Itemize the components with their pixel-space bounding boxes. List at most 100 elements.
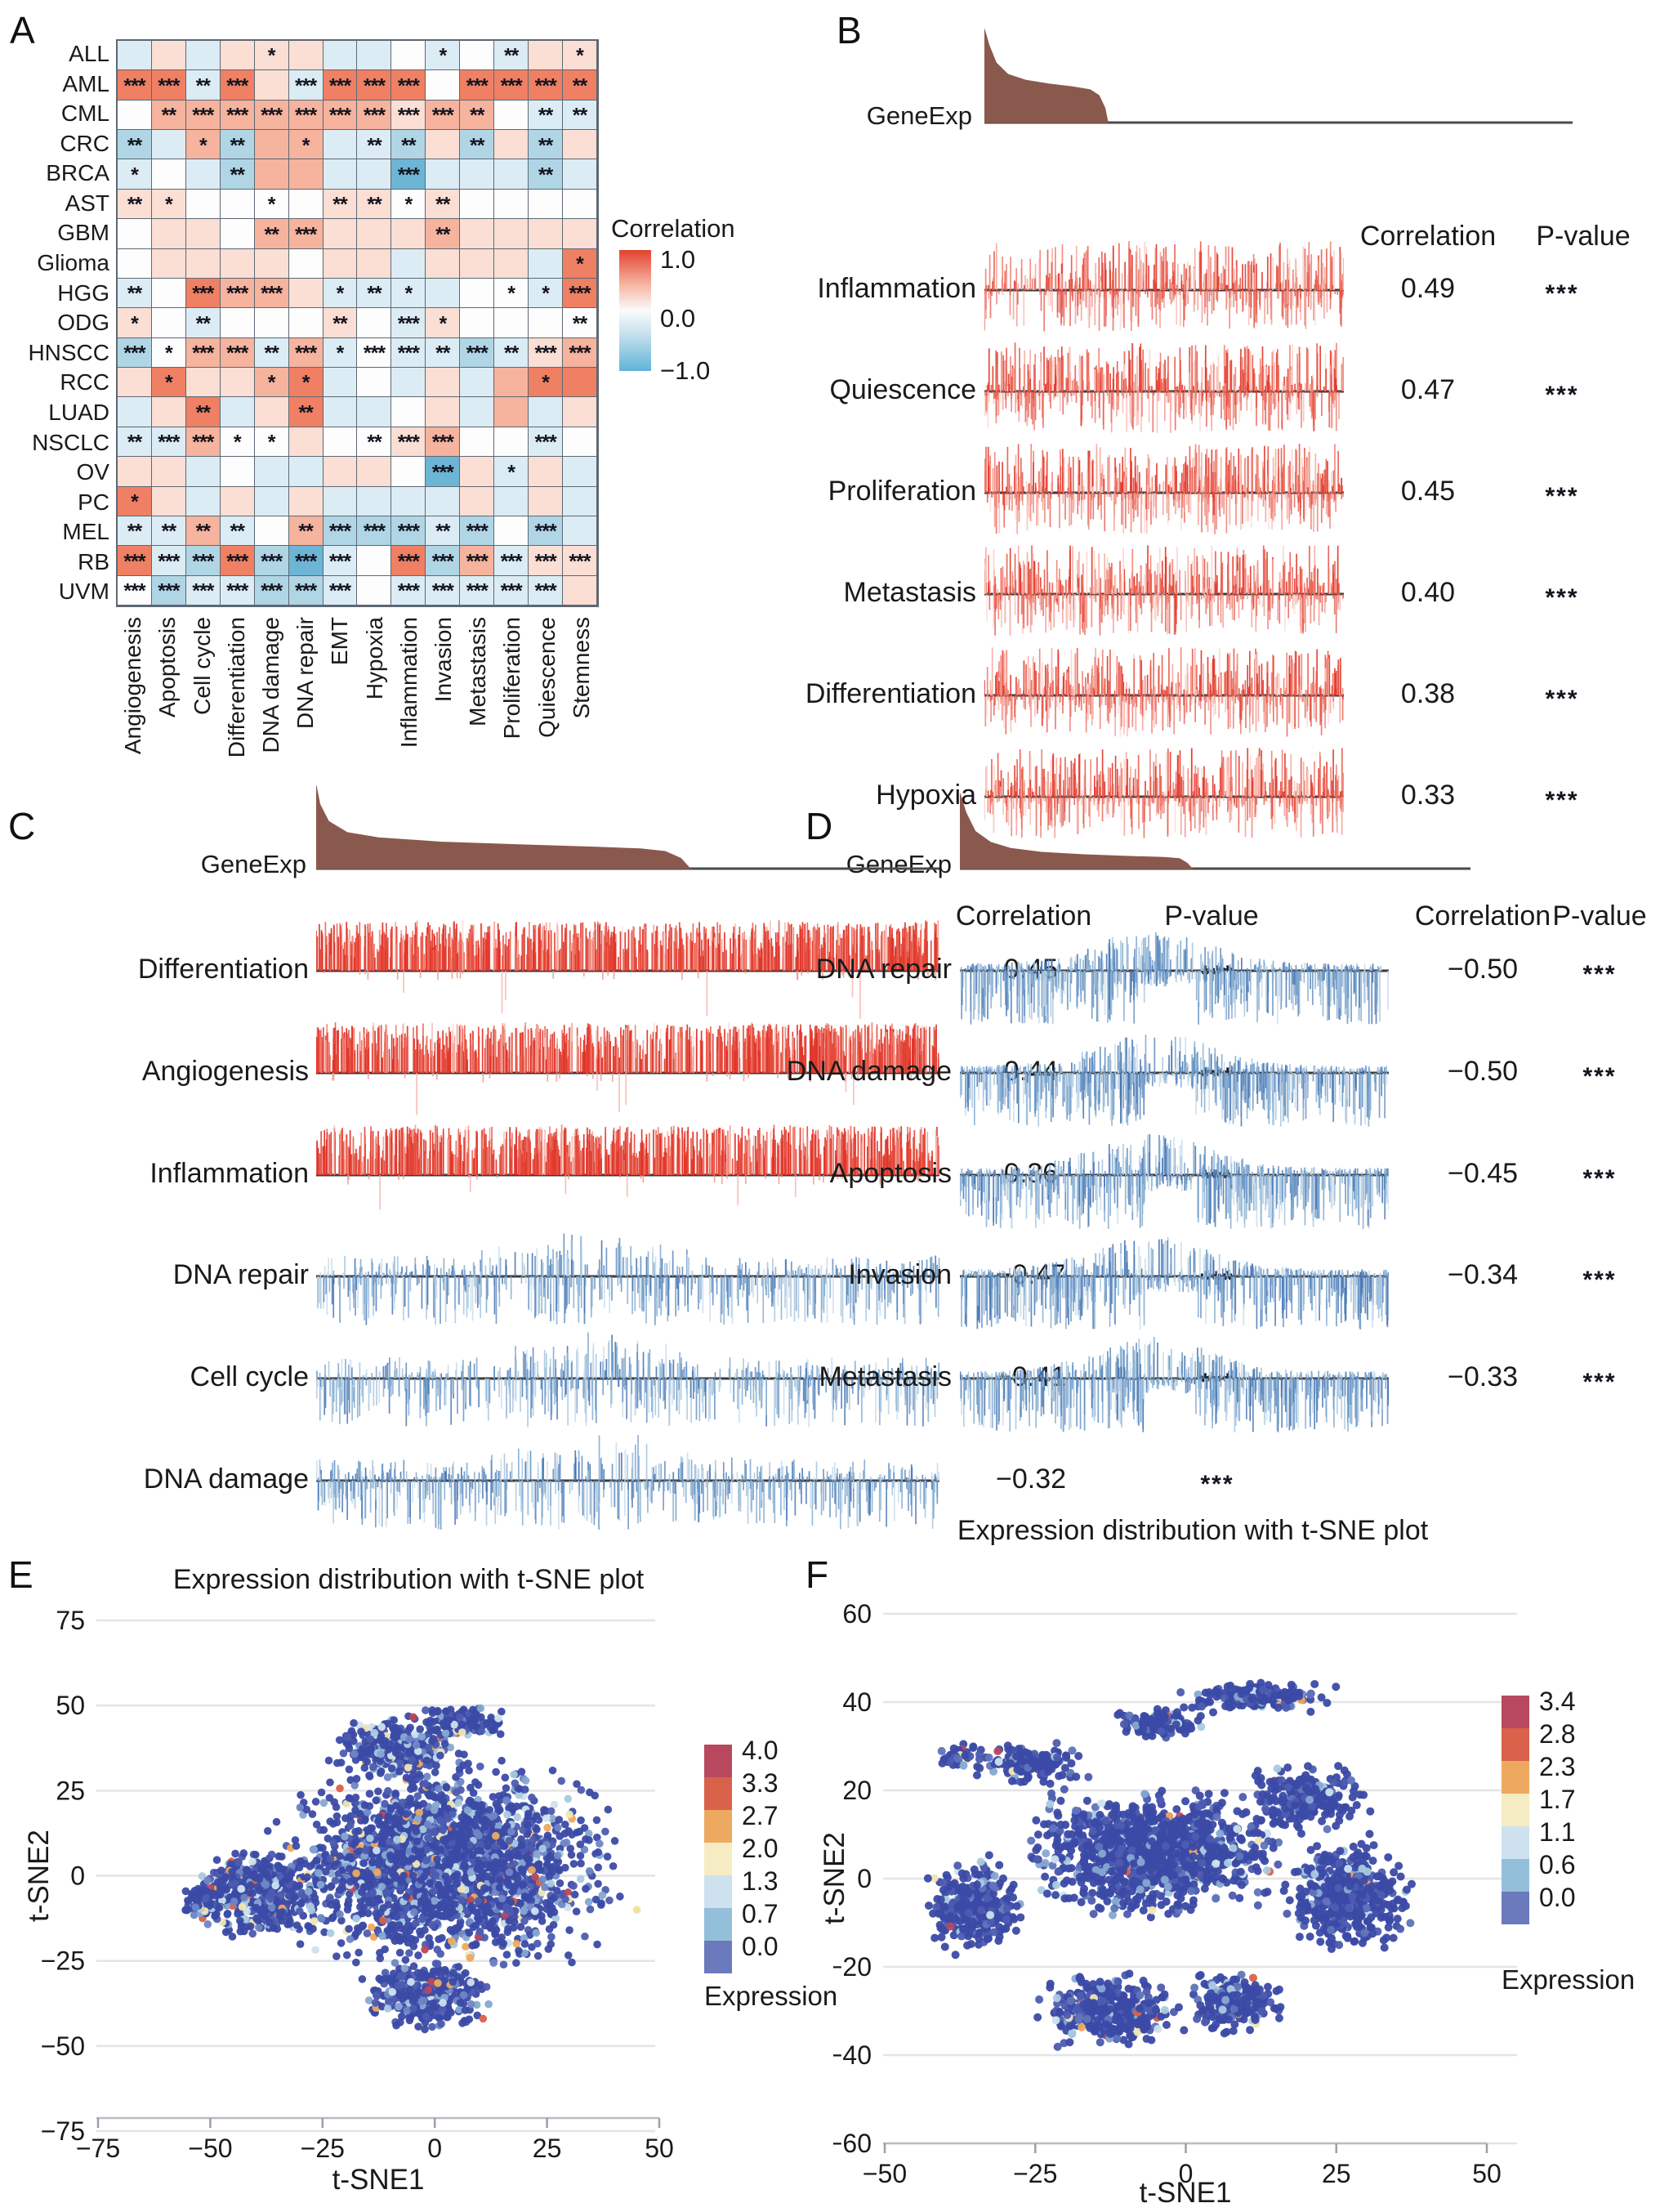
heatmap-cell [357,575,392,606]
heatmap-cell: *** [426,575,461,606]
heatmap-cell [529,248,564,279]
correlation-value: 0.40 [1330,577,1526,609]
heatmap-cell: ** [529,100,564,131]
pvalue-stars: *** [1497,787,1627,815]
significance-stars: *** [192,342,214,366]
heatmap-cell [151,486,186,516]
heatmap-cell: ** [323,189,358,220]
heatmap-cell [460,41,495,71]
significance-stars: * [405,283,413,306]
significance-stars: *** [535,550,557,574]
heatmap-row-label: RB [0,547,109,578]
heatmap-cell [563,130,597,160]
heatmap-cell: ** [220,516,255,547]
heatmap-row-label: MEL [0,517,109,547]
heatmap-row-label: GBM [0,218,109,248]
heatmap-cell: *** [151,546,186,576]
significance-stars: ** [367,194,382,217]
significance-stars: *** [261,283,283,306]
heatmap-cell: ** [529,159,564,190]
heatmap-cell [563,159,597,190]
significance-stars: ** [162,105,176,128]
heatmap-cell: ** [460,100,495,131]
significance-stars: *** [364,342,386,366]
heatmap-cell: ** [254,219,289,249]
heatmap-cell [460,427,495,458]
significance-stars: * [542,283,550,306]
heatmap-cell: *** [323,546,358,576]
significance-stars: ** [162,521,176,544]
heatmap-cell [357,308,392,338]
significance-stars: *** [192,283,214,306]
significance-stars: *** [261,550,283,574]
heatmap-cell [563,368,597,398]
significance-stars: * [302,372,310,395]
significance-stars: ** [196,74,211,98]
heatmap-col-label: Stemness [569,617,595,719]
significance-stars: ** [367,431,382,455]
track-label: Differentiation [625,678,976,710]
heatmap-cell: *** [254,575,289,606]
heatmap-cell [220,41,255,71]
heatmap-cell: *** [391,516,426,547]
heatmap-col-label: Angiogenesis [120,617,146,754]
heatmap-cell: *** [529,516,564,547]
heatmap-cell: * [151,368,186,398]
heatmap-cell: *** [494,575,529,606]
panel-label-d: D [805,804,832,848]
heatmap-cell: *** [185,278,221,309]
significance-stars: ** [127,134,142,158]
significance-stars: ** [264,342,279,366]
heatmap-cell [323,219,358,249]
heatmap-cell: *** [391,100,426,131]
track-label: DNA damage [0,1463,309,1495]
significance-stars: *** [466,521,489,544]
heatmap-cell: *** [220,70,255,101]
pvalue-stars: *** [1534,1369,1660,1396]
significance-stars: *** [158,550,180,574]
heatmap-cell [118,219,152,249]
heatmap-cell: *** [323,100,358,131]
significance-stars: *** [226,550,248,574]
heatmap-cell [151,248,186,279]
track-label: Inflammation [625,273,976,305]
heatmap-cell: ** [220,159,255,190]
heatmap-cell: *** [220,337,255,369]
heatmap-cell [254,130,289,160]
correlation-value: −0.50 [1385,1056,1581,1088]
track-bars-b-4 [984,647,1344,737]
heatmap-cell: *** [563,337,597,369]
significance-stars: *** [398,163,420,187]
panel-label-f: F [805,1553,828,1597]
heatmap-cell [220,486,255,516]
heatmap-cell: *** [254,100,289,131]
heatmap-row-label: RCC [0,368,109,398]
correlation-value: −0.45 [1385,1158,1581,1190]
significance-stars: *** [398,550,420,574]
significance-stars: ** [298,401,313,425]
heatmap-cell: *** [426,427,461,458]
heatmap-cell: * [426,308,461,338]
correlation-header-c: Correlation [956,900,1091,932]
heatmap-cell: ** [118,278,152,309]
heatmap-cell [563,397,597,427]
track-label: Differentiation [0,954,309,985]
heatmap-cell: *** [357,70,392,101]
track-bars-d-4 [960,1337,1389,1432]
heatmap-cell [185,457,221,487]
heatmap-cell: *** [288,575,324,606]
heatmap-cell [494,159,529,190]
heatmap-cell [494,130,529,160]
heatmap-cell: *** [391,427,426,458]
legend-mid-label: 0.0 [660,304,695,333]
heatmap-cell [426,159,461,190]
heatmap-col-label: EMT [327,617,353,665]
heatmap-cell: *** [391,308,426,338]
track-label: DNA repair [0,1259,309,1291]
heatmap-cell [357,457,392,487]
heatmap-cell [426,397,461,427]
heatmap-cell: ** [426,189,461,220]
heatmap-row-label: NSCLC [0,428,109,458]
heatmap-cell: ** [118,427,152,458]
significance-stars: ** [538,163,553,187]
